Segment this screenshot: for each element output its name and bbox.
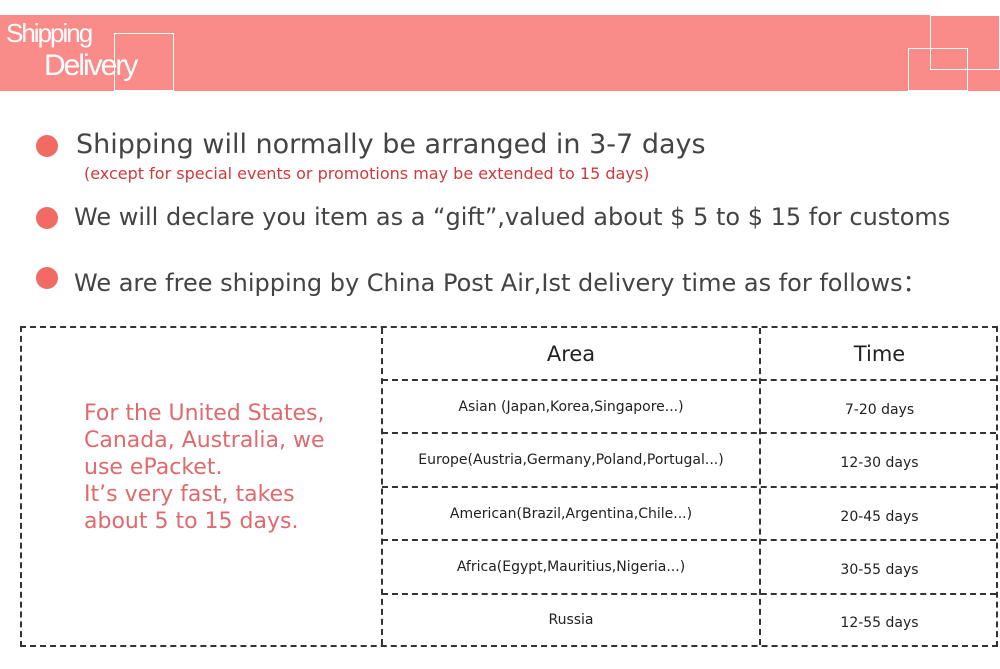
row-divider bbox=[382, 432, 996, 434]
epacket-promo: For the United States, Canada, Australia… bbox=[84, 400, 325, 535]
bullet-icon bbox=[36, 135, 58, 157]
promo-line: about 5 to 15 days. bbox=[84, 509, 299, 534]
time-cell: 12-30 days bbox=[840, 455, 919, 471]
row-divider bbox=[382, 593, 996, 595]
banner-frame bbox=[114, 33, 174, 91]
banner-title-shipping: Shipping bbox=[6, 18, 93, 48]
bullet-icon bbox=[36, 207, 58, 229]
header-time: Time bbox=[853, 341, 906, 366]
promo-line: For the United States, bbox=[84, 401, 325, 426]
delivery-time-table: For the United States, Canada, Australia… bbox=[20, 326, 998, 647]
header-area: Area bbox=[546, 341, 596, 366]
bullet-icon bbox=[36, 267, 58, 289]
bullet-note: (except for special events or promotions… bbox=[84, 164, 650, 183]
time-cell: 20-45 days bbox=[840, 508, 919, 525]
time-cell: 12-55 days bbox=[840, 615, 919, 631]
row-divider bbox=[382, 486, 996, 488]
promo-line: use ePacket. bbox=[84, 455, 223, 480]
bullet-text: We are free shipping by China Post Air,I… bbox=[74, 269, 927, 297]
area-cell: Europe(Austria,Germany,Poland,Portugal..… bbox=[418, 452, 724, 468]
bullet-text: We will declare you item as a “gift”,val… bbox=[74, 203, 951, 231]
banner-title-delivery: Delivery bbox=[44, 49, 138, 82]
row-divider bbox=[382, 379, 996, 381]
area-cell: Africa(Egypt,Mauritius,Nigeria...) bbox=[456, 559, 686, 575]
bullet-text: Shipping will normally be arranged in 3-… bbox=[76, 129, 706, 160]
area-cell: Asian (Japan,Korea,Singapore...) bbox=[458, 398, 684, 415]
area-cell: American(Brazil,Argentina,Chile...) bbox=[449, 505, 693, 522]
row-divider bbox=[382, 539, 996, 541]
time-cell: 7-20 days bbox=[844, 401, 915, 418]
area-cell: Russia bbox=[548, 612, 594, 628]
promo-line: It’s very fast, takes bbox=[84, 482, 295, 507]
shipping-delivery-banner: Shipping Delivery bbox=[0, 15, 1000, 91]
promo-line: Canada, Australia, we bbox=[84, 428, 325, 453]
banner-deco-square bbox=[908, 48, 968, 91]
time-cell: 30-55 days bbox=[840, 562, 919, 578]
